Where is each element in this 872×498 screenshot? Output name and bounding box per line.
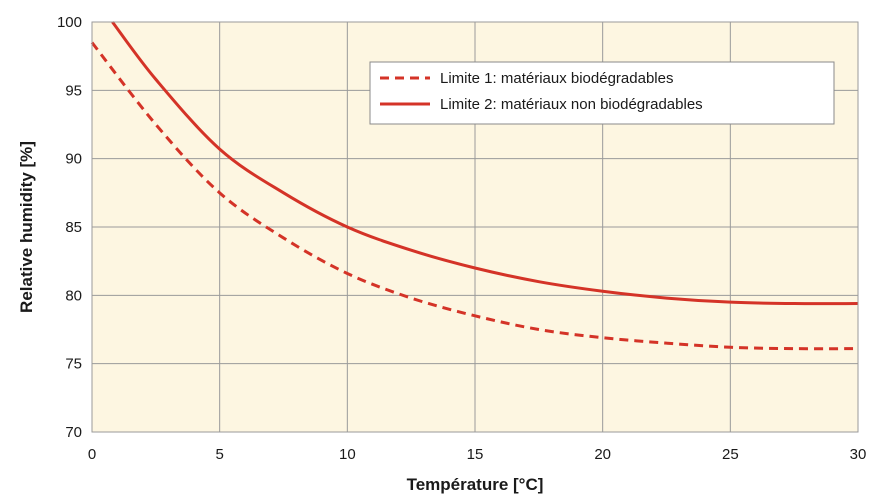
- legend-label-limite-2: Limite 2: matériaux non biodégradables: [440, 96, 703, 113]
- series-line-limite-1: [90, 41, 859, 351]
- y-tick-label: 95: [65, 82, 82, 99]
- plot-frame: [91, 21, 859, 433]
- x-tick-labels: 0 5 10 15 20 25 30: [88, 446, 867, 463]
- x-tick-label: 10: [339, 446, 356, 463]
- legend-box: [369, 61, 835, 125]
- x-tick-label: 0: [88, 446, 96, 463]
- legend-label-limite-1: Limite 1: matériaux biodégradables: [440, 70, 673, 87]
- x-tick-label: 15: [467, 446, 484, 463]
- x-axis-title: Température [°C]: [407, 475, 544, 494]
- series-line-limite-2: [111, 21, 859, 306]
- y-tick-label: 80: [65, 287, 82, 304]
- y-tick-label: 90: [65, 151, 82, 168]
- x-tick-label: 30: [850, 446, 867, 463]
- y-tick-label: 75: [65, 356, 82, 373]
- y-tick-labels: 70 75 80 85 90 95 100: [57, 14, 82, 441]
- x-tick-label: 5: [215, 446, 223, 463]
- y-axis-title: Relative humidity [%]: [17, 141, 36, 313]
- y-tick-label: 70: [65, 424, 82, 441]
- x-tick-label: 25: [722, 446, 739, 463]
- y-tick-label: 85: [65, 219, 82, 236]
- x-tick-label: 20: [594, 446, 611, 463]
- legend: Limite 1: matériaux biodégradables Limit…: [369, 61, 835, 125]
- series-layer: [90, 21, 859, 351]
- y-tick-label: 100: [57, 14, 82, 31]
